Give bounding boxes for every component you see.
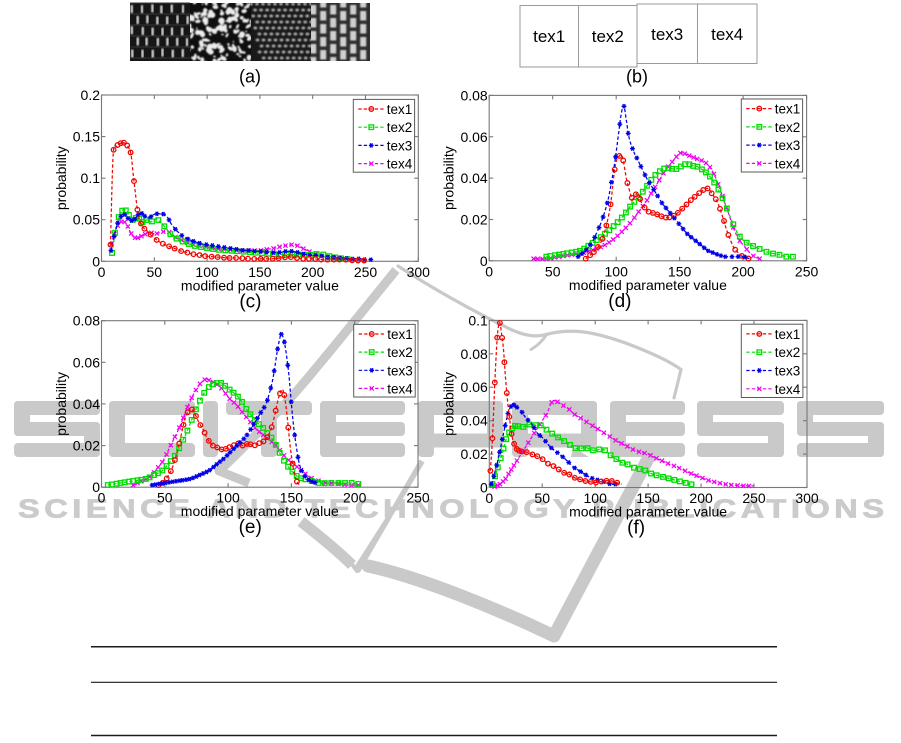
svg-text:tex1: tex1 [775,327,801,342]
svg-text:tex3: tex3 [387,138,413,153]
svg-text:200: 200 [689,490,713,506]
svg-text:tex2: tex2 [775,120,801,135]
svg-text:modified parameter value: modified parameter value [569,504,727,520]
svg-text:tex2: tex2 [387,120,413,135]
svg-text:0.15: 0.15 [73,129,100,145]
svg-text:0.1: 0.1 [81,170,101,186]
svg-text:0.02: 0.02 [73,438,100,454]
svg-text:tex3: tex3 [775,138,801,153]
svg-text:0: 0 [485,263,493,279]
svg-text:tex4: tex4 [387,157,413,172]
svg-text:tex1: tex1 [387,327,413,342]
svg-text:probability: probability [53,372,69,436]
svg-text:100: 100 [216,490,240,506]
svg-text:probability: probability [441,146,457,210]
svg-text:0.04: 0.04 [73,396,100,412]
svg-text:0: 0 [92,253,100,269]
svg-text:0: 0 [92,479,100,495]
svg-text:tex1: tex1 [387,102,413,117]
svg-text:modified parameter value: modified parameter value [181,503,339,519]
svg-text:300: 300 [795,490,819,506]
svg-text:0.06: 0.06 [461,379,488,395]
svg-text:50: 50 [534,490,550,506]
svg-text:250: 250 [742,490,766,506]
svg-text:tex3: tex3 [775,364,801,379]
svg-text:150: 150 [668,263,692,279]
svg-text:300: 300 [407,264,431,280]
svg-text:50: 50 [147,264,163,280]
svg-text:0.08: 0.08 [460,87,487,103]
svg-text:250: 250 [354,264,378,280]
svg-text:0: 0 [480,480,488,496]
svg-text:200: 200 [731,263,755,279]
svg-text:tex2: tex2 [775,345,801,360]
svg-text:tex2: tex2 [387,345,413,360]
svg-text:0.04: 0.04 [461,413,488,429]
svg-text:(b): (b) [626,67,648,87]
svg-text:(f): (f) [627,518,645,539]
svg-text:250: 250 [795,263,819,279]
svg-text:0.02: 0.02 [460,212,487,228]
svg-text:0: 0 [485,490,493,506]
svg-text:0.06: 0.06 [460,129,487,145]
svg-text:0.04: 0.04 [460,170,487,186]
svg-text:modified parameter value: modified parameter value [569,277,727,293]
svg-text:tex4: tex4 [387,381,413,396]
svg-text:200: 200 [343,490,367,506]
svg-text:150: 150 [280,490,304,506]
svg-text:probability: probability [441,372,457,436]
svg-text:100: 100 [584,490,608,506]
svg-text:(d): (d) [608,291,631,312]
svg-text:tex2: tex2 [592,27,624,46]
svg-text:0.08: 0.08 [461,346,488,362]
svg-text:150: 150 [636,490,660,506]
svg-text:tex4: tex4 [775,382,801,397]
svg-text:0: 0 [98,264,106,280]
svg-text:200: 200 [301,264,325,280]
svg-text:tex4: tex4 [775,156,801,171]
svg-text:tex1: tex1 [533,27,565,46]
svg-text:150: 150 [248,264,272,280]
svg-text:0.2: 0.2 [81,87,101,103]
svg-text:tex4: tex4 [711,25,743,44]
svg-text:0.02: 0.02 [461,446,488,462]
svg-text:(c): (c) [239,291,261,312]
svg-text:tex3: tex3 [651,25,683,44]
svg-text:250: 250 [406,490,430,506]
svg-text:probability: probability [53,146,69,210]
svg-text:tex3: tex3 [387,363,413,378]
svg-text:modified parameter value: modified parameter value [181,277,339,293]
svg-text:50: 50 [545,263,561,279]
svg-text:0.1: 0.1 [468,312,488,328]
svg-text:0.06: 0.06 [73,354,100,370]
svg-text:tex1: tex1 [775,102,801,117]
svg-text:0: 0 [98,490,106,506]
svg-text:100: 100 [605,263,629,279]
svg-text:0: 0 [480,253,488,269]
svg-text:0.05: 0.05 [73,212,100,228]
svg-text:100: 100 [195,264,219,280]
svg-text:(a): (a) [239,67,261,87]
svg-text:0.08: 0.08 [73,313,100,329]
svg-text:50: 50 [157,490,173,506]
svg-text:(e): (e) [239,517,262,538]
